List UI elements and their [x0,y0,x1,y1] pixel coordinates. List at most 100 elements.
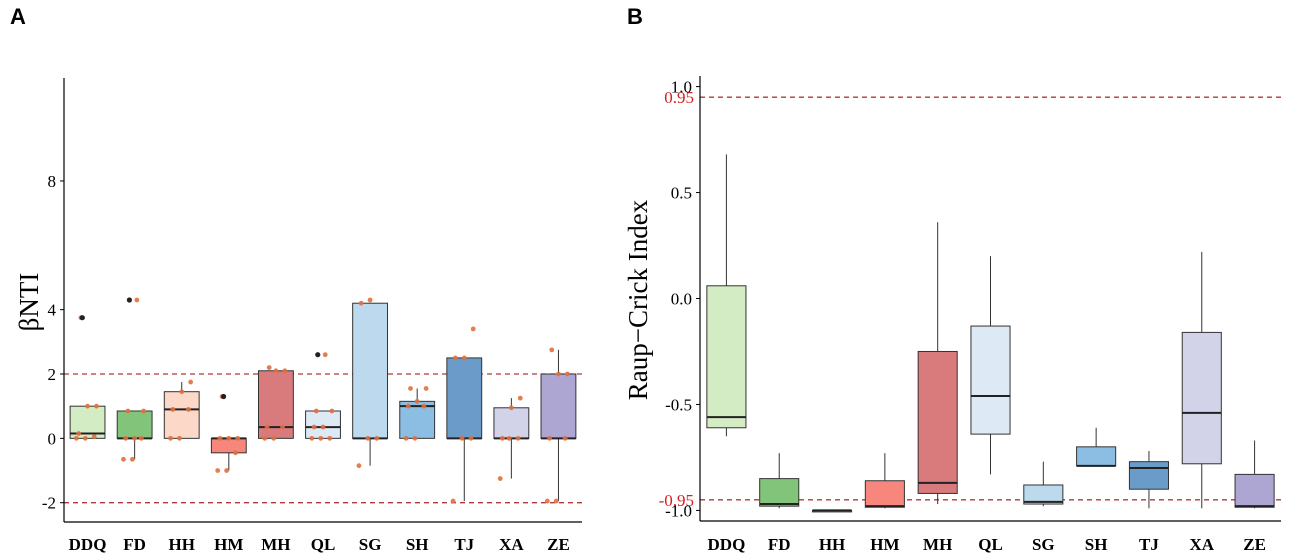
beta-nti-ddq-data-point [73,435,79,441]
raup-crick-sg-box [1023,484,1064,505]
beta-nti-xa-category-label: XA [499,535,524,554]
beta-nti-xa-data-point [508,405,514,411]
beta-nti-ql-outlier [315,352,321,358]
beta-nti-hm-data-point [235,435,241,441]
beta-nti-sh-category-label: SH [406,535,429,554]
beta-nti-ddq-data-point [94,403,99,409]
beta-nti-tj-data-point [452,355,458,361]
beta-nti-ql-data-point [322,352,328,358]
beta-nti-y-tick-label: 8 [48,172,57,191]
beta-nti-tj-data-point [468,435,474,441]
beta-nti-sh-data-point [412,435,418,441]
beta-nti-hh-data-point [188,379,194,385]
beta-nti-hh-data-point [170,406,176,412]
beta-nti-fd-data-point [125,408,131,414]
beta-nti-ze-data-point [564,371,570,377]
beta-nti-sg-box [352,302,389,439]
beta-nti-hm-data-point [233,450,238,456]
beta-nti-mh-data-point [273,368,279,374]
beta-nti-hh-data-point [186,406,191,412]
beta-nti-hm-outlier [220,393,227,400]
beta-nti-sg-data-point [358,300,364,306]
beta-nti-tj-data-point [450,498,456,504]
beta-nti-y-tick-label: 4 [48,301,57,320]
beta-nti-fd-outlier [126,297,133,303]
beta-nti-ddq-data-point [82,435,88,441]
raup-crick-hh-category-label: HH [819,535,845,554]
raup-crick-hm-category-label: HM [870,535,899,554]
raup-crick-sh-category-label: SH [1085,535,1108,554]
beta-nti-tj-data-point [459,435,465,441]
beta-nti-mh-data-point [266,365,272,370]
beta-nti-chart: βNTI -2 0 2 4 8 DDQ FD HH HM MH QL SG SH TJ XA ZE [14,78,582,554]
beta-nti-fd-box [116,410,153,439]
beta-nti-hh-data-point [168,435,173,441]
raup-crick-y-tick-label: 0.0 [671,290,692,309]
beta-nti-ql-data-point [320,424,326,430]
raup-crick-fd-box [759,478,800,507]
beta-nti-hm-data-point [217,435,223,441]
raup-crick-y-tick-label: -1.0 [665,501,692,520]
beta-nti-xa-data-point [497,476,503,481]
beta-nti-hh-box [163,391,200,439]
raup-crick-reference-label: 0.95 [664,88,694,107]
raup-crick-hm-box [864,480,905,508]
beta-nti-hm-data-point [226,435,232,441]
raup-crick-tj-category-label: TJ [1139,535,1159,554]
beta-nti-y-tick-label: 0 [48,429,57,448]
beta-nti-y-axis-label: βNTI [14,273,44,332]
raup-crick-tj-box [1128,461,1169,490]
beta-nti-hm-data-point [224,468,229,473]
panel-letter-b: B [627,4,643,29]
raup-crick-xa-category-label: XA [1189,535,1214,554]
beta-nti-xa-data-point [515,435,521,441]
raup-crick-chart: Raup−Crick Index 0.95 -0.95-1.0 -0.5 0.0 0.5… [623,76,1281,554]
beta-nti-ql-box [305,410,341,439]
beta-nti-ddq-data-point [85,403,90,409]
raup-crick-ze-category-label: ZE [1243,535,1266,554]
beta-nti-ql-data-point [313,408,319,414]
beta-nti-ze-category-label: ZE [547,535,570,554]
beta-nti-sh-data-point [423,386,429,391]
beta-nti-hh-data-point [179,389,185,395]
raup-crick-y-tick-label: -0.5 [665,395,692,414]
beta-nti-ze-box [540,373,577,439]
beta-nti-mh-data-point [262,435,268,441]
beta-nti-fd-data-point [132,435,138,441]
raup-crick-sg-category-label: SG [1032,535,1055,554]
beta-nti-fd-data-point [134,297,140,303]
raup-crick-ddq-category-label: DDQ [708,535,746,554]
beta-nti-y-tick-label: 2 [48,365,57,384]
raup-crick-fd-category-label: FD [768,535,791,554]
beta-nti-hm-data-point [215,468,221,473]
beta-nti-y-tick-label: -2 [42,494,56,513]
beta-nti-sh-data-point [405,403,411,409]
beta-nti-sh-data-point [414,398,420,404]
beta-nti-hh-data-point [177,435,182,441]
beta-nti-fd-category-label: FD [123,535,146,554]
raup-crick-sh-box [1076,446,1117,467]
beta-nti-hh-category-label: HH [169,535,195,554]
beta-nti-ql-data-point [309,435,315,441]
raup-crick-reference-label: -0.95 [659,491,694,510]
beta-nti-fd-data-point [130,456,135,462]
beta-nti-mh-data-point [282,368,288,374]
beta-nti-mh-data-point [280,424,285,430]
beta-nti-xa-box [493,407,530,439]
raup-crick-ze-box [1234,473,1275,508]
beta-nti-ql-data-point [311,424,317,430]
beta-nti-sh-data-point [403,435,409,441]
beta-nti-ddq-category-label: DDQ [69,535,107,554]
beta-nti-ddq-outlier [79,315,85,321]
beta-nti-ddq-data-point [76,431,82,436]
beta-nti-hm-category-label: HM [214,535,243,554]
beta-nti-fd-data-point [138,435,144,441]
raup-crick-ql-category-label: QL [978,535,1003,554]
beta-nti-sg-category-label: SG [359,535,382,554]
beta-nti-sg-data-point [365,435,371,441]
beta-nti-ze-data-point [547,435,552,441]
raup-crick-y-tick-label: 0.5 [671,184,692,203]
beta-nti-fd-data-point [141,408,146,414]
raup-crick-ddq-box [706,285,747,429]
